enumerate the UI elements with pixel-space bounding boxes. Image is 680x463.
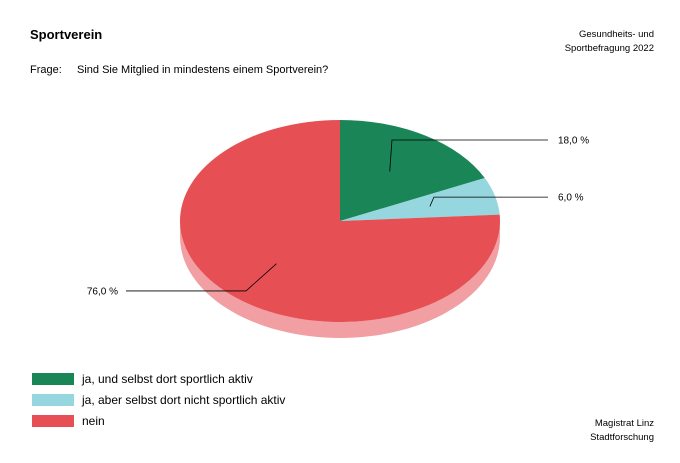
slice-label-2: 76,0 % xyxy=(87,286,118,297)
legend-swatch-aktiv xyxy=(32,372,74,385)
source-note: Gesundheits- und Sportbefragung 2022 xyxy=(565,28,654,56)
slice-label-0: 18,0 % xyxy=(558,135,589,146)
question-text: Sind Sie Mitglied in mindestens einem Sp… xyxy=(77,64,329,76)
legend-item-nein: nein xyxy=(32,410,285,431)
source-line-1: Gesundheits- und xyxy=(579,29,654,40)
slice-label-1: 6,0 % xyxy=(558,193,584,204)
legend-item-nicht-aktiv: ja, aber selbst dort nicht sportlich akt… xyxy=(32,389,285,410)
leader-line-2 xyxy=(126,263,277,292)
pie-side-2 xyxy=(180,221,500,338)
leader-line-1 xyxy=(429,196,548,207)
legend-item-aktiv: ja, und selbst dort sportlich aktiv xyxy=(32,368,285,389)
pie-slice-1 xyxy=(340,177,500,221)
chart-title: Sportverein xyxy=(30,27,103,42)
legend-label-nicht-aktiv: ja, aber selbst dort nicht sportlich akt… xyxy=(82,392,286,407)
footer-line-2: Stadtforschung xyxy=(590,432,654,443)
pie-slice-0 xyxy=(340,120,485,221)
footer-line-1: Magistrat Linz xyxy=(594,418,654,429)
pie-slice-2 xyxy=(180,120,500,322)
footer: Magistrat Linz Stadtforschung xyxy=(590,417,654,445)
question: Frage: Sind Sie Mitglied in mindestens ei… xyxy=(30,64,328,76)
legend-label-aktiv: ja, und selbst dort sportlich aktiv xyxy=(82,371,253,386)
legend: ja, und selbst dort sportlich aktiv ja, … xyxy=(32,368,285,431)
source-line-2: Sportbefragung 2022 xyxy=(564,43,654,54)
leader-line-0 xyxy=(389,139,548,172)
legend-swatch-nicht-aktiv xyxy=(32,393,74,406)
legend-swatch-nein xyxy=(32,414,74,427)
question-prefix: Frage: xyxy=(30,64,62,76)
legend-label-nein: nein xyxy=(82,413,105,428)
